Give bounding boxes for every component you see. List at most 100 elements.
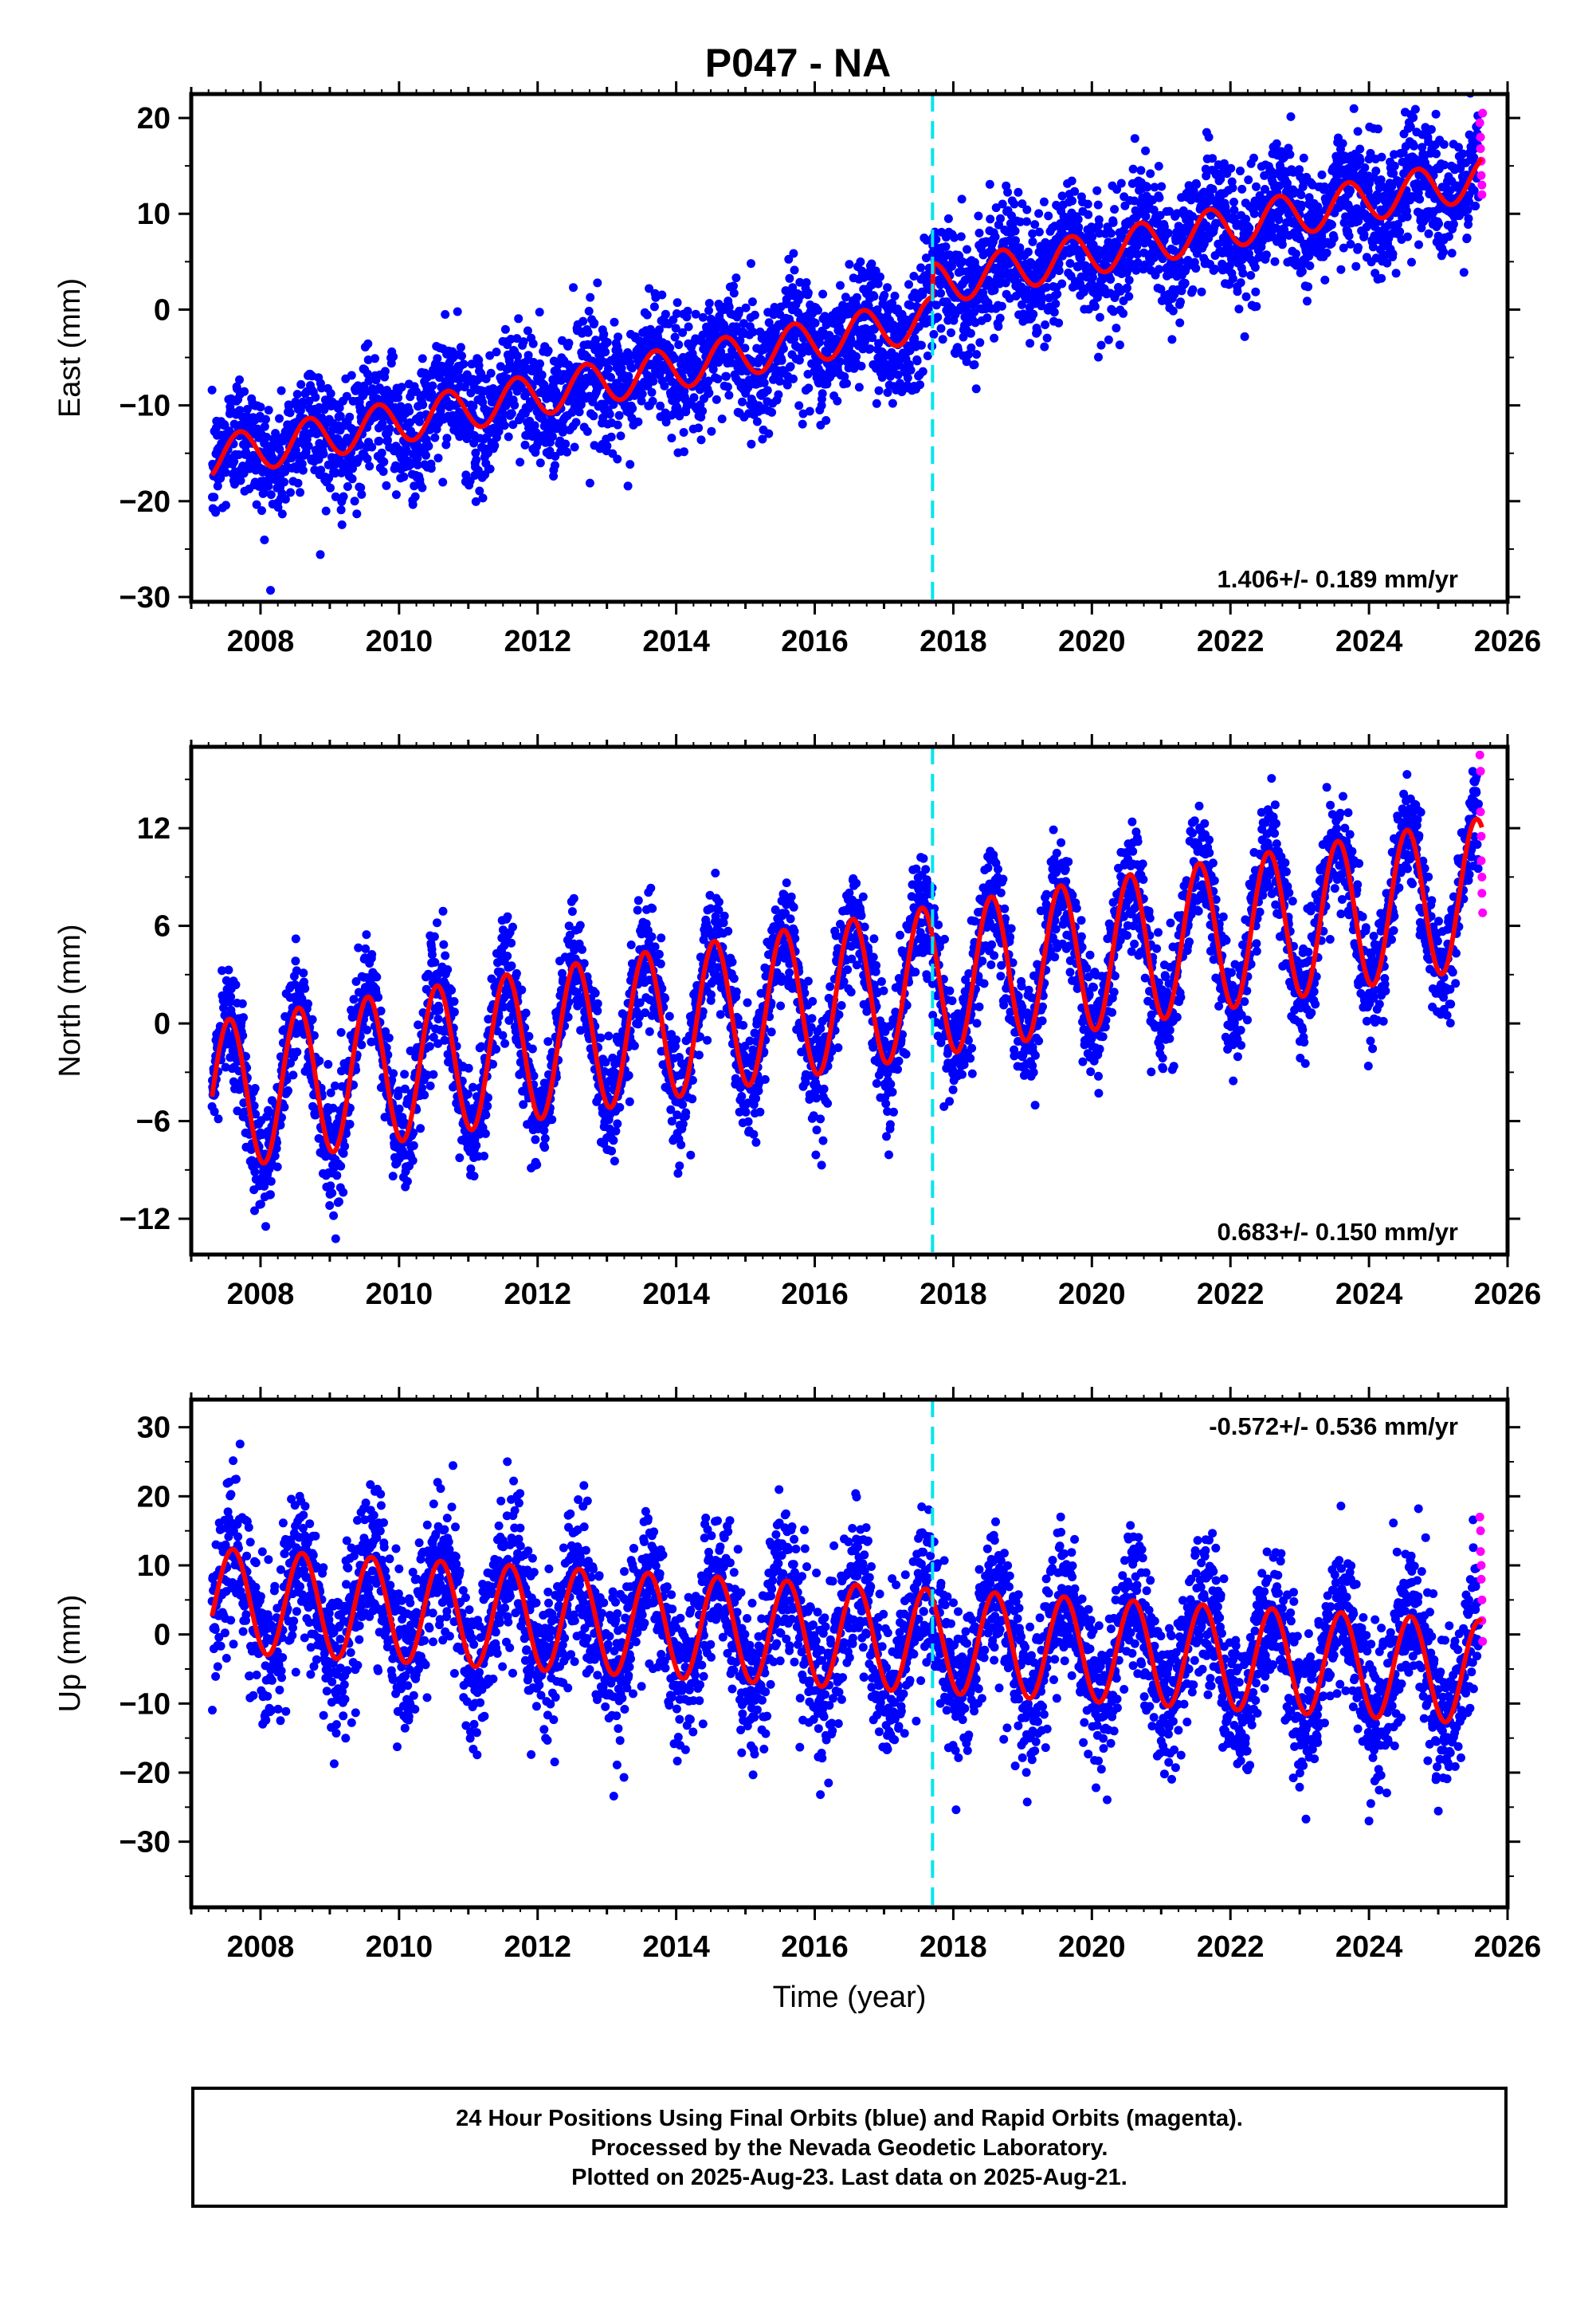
final-orbit-point <box>293 478 303 488</box>
panel-north: 2008 2010 2012 2014 2016 2018 2020 2022 2024 2026… <box>53 734 1541 1311</box>
final-orbit-point <box>456 343 465 352</box>
final-orbit-point <box>990 333 999 343</box>
final-orbit-point <box>266 1190 275 1200</box>
final-orbit-point <box>1041 320 1050 329</box>
x-tick-label: 2010 <box>366 625 433 658</box>
final-orbit-point <box>1136 166 1146 175</box>
final-orbit-point <box>524 351 533 360</box>
final-orbit-point <box>325 1201 335 1210</box>
final-orbit-point <box>661 309 670 319</box>
final-orbit-point <box>389 352 398 361</box>
final-orbit-point <box>857 361 866 371</box>
final-orbit-point <box>382 435 392 445</box>
final-orbit-point <box>396 402 406 411</box>
final-orbit-point <box>296 488 305 497</box>
final-orbit-point <box>1402 212 1412 222</box>
y-tick-label: −20 <box>120 485 171 519</box>
final-orbit-point <box>614 410 624 420</box>
final-orbit-point <box>569 283 578 293</box>
final-orbit-point <box>1028 237 1037 246</box>
final-orbit-point <box>1338 139 1347 148</box>
final-orbit-point <box>336 1027 346 1037</box>
final-orbit-point <box>774 390 783 399</box>
final-orbit-point <box>1146 169 1155 179</box>
final-orbit-point <box>472 455 481 465</box>
final-orbit-point <box>308 1015 317 1024</box>
final-orbit-point <box>836 281 845 290</box>
final-orbit-point <box>337 520 347 529</box>
final-orbit-point <box>276 386 286 395</box>
final-orbit-point <box>570 442 579 452</box>
final-orbit-point <box>778 344 788 353</box>
final-orbit-point <box>865 344 875 354</box>
final-orbit-point <box>292 1047 302 1057</box>
final-orbit-point <box>1040 342 1049 351</box>
final-orbit-point <box>660 381 669 391</box>
final-orbit-point <box>316 550 325 560</box>
final-orbit-point <box>355 441 365 450</box>
x-tick-label: 2020 <box>1058 625 1126 658</box>
final-orbit-point <box>367 442 377 452</box>
final-orbit-point <box>1094 215 1104 225</box>
final-orbit-point <box>1067 176 1076 186</box>
final-orbit-point <box>1431 109 1441 119</box>
final-orbit-point <box>883 388 892 397</box>
final-orbit-point <box>970 360 979 369</box>
final-orbit-point <box>345 412 355 422</box>
final-orbit-point <box>394 393 403 403</box>
final-orbit-point <box>288 1070 298 1080</box>
final-orbit-point <box>535 359 544 368</box>
final-orbit-point <box>1236 167 1245 175</box>
final-orbit-point <box>1130 134 1139 143</box>
final-orbit-point <box>748 328 758 337</box>
final-orbit-point <box>514 314 524 324</box>
final-orbit-point <box>469 438 479 448</box>
final-orbit-point <box>606 432 616 442</box>
final-orbit-point <box>966 328 975 338</box>
final-orbit-point <box>433 354 442 363</box>
final-orbit-point <box>466 388 476 398</box>
final-orbit-point <box>1346 239 1355 249</box>
final-orbit-point <box>321 506 331 516</box>
final-orbit-point <box>339 492 348 501</box>
final-orbit-point <box>933 312 943 322</box>
final-orbit-point <box>683 306 692 316</box>
final-orbit-point <box>1226 163 1236 173</box>
final-orbit-point <box>471 497 480 506</box>
final-orbit-point <box>311 393 320 402</box>
final-orbit-points <box>207 767 1483 1243</box>
final-orbit-point <box>1354 242 1363 252</box>
final-orbit-point <box>551 461 559 470</box>
final-orbit-point <box>1119 308 1128 318</box>
rapid-orbit-point <box>1477 180 1487 190</box>
final-orbit-point <box>441 310 450 319</box>
final-orbit-point <box>872 399 881 408</box>
final-orbit-point <box>1228 274 1237 284</box>
final-orbit-point <box>670 332 680 342</box>
final-orbit-point <box>613 454 622 464</box>
final-orbit-point <box>473 465 483 475</box>
final-orbit-point <box>231 980 241 990</box>
final-orbit-point <box>299 968 308 978</box>
final-orbit-point <box>1426 124 1436 134</box>
final-orbit-point <box>424 442 433 451</box>
final-orbit-point <box>624 371 633 381</box>
final-orbit-point <box>1409 113 1418 122</box>
final-orbit-point <box>535 308 544 317</box>
rapid-orbit-point <box>1476 171 1486 180</box>
final-orbit-point <box>563 447 572 457</box>
final-orbit-point <box>357 1040 367 1050</box>
final-orbit-point <box>672 309 681 318</box>
final-orbit-point <box>627 363 637 373</box>
final-orbit-point <box>304 999 312 1008</box>
final-orbit-point <box>1447 249 1457 258</box>
final-orbit-point <box>1360 163 1370 172</box>
y-tick-label: 10 <box>137 198 171 231</box>
final-orbit-point <box>266 586 275 595</box>
final-orbit-point <box>331 492 340 501</box>
final-orbit-point <box>385 424 394 434</box>
final-orbit-point <box>995 313 1005 323</box>
final-orbit-point <box>1371 167 1381 175</box>
final-orbit-point <box>1286 112 1296 121</box>
final-orbit-point <box>798 419 807 429</box>
